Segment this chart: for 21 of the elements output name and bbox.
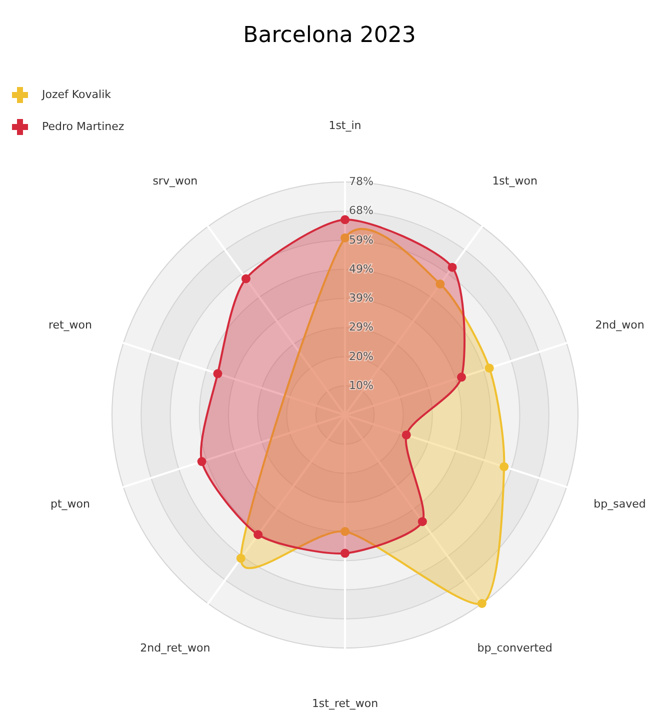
spoke-label: 1st_in	[328, 119, 362, 132]
spoke-label: bp_converted	[477, 642, 552, 655]
y-tick-label: 59%	[349, 233, 374, 246]
spoke-label: srv_won	[152, 174, 198, 188]
spoke-label: pt_won	[50, 497, 90, 510]
spoke-label: 2nd_won	[595, 318, 644, 332]
spoke-label: 2nd_ret_won	[140, 642, 210, 655]
chart-title: Barcelona 2023	[243, 23, 416, 48]
legend-label: Pedro Martinez	[42, 120, 124, 134]
y-tick-label: 49%	[349, 262, 374, 276]
spoke-label: 1st_won	[492, 174, 538, 188]
y-tick-label: 20%	[349, 350, 374, 363]
y-tick-label: 10%	[349, 378, 374, 392]
y-tick-label: 29%	[349, 320, 374, 334]
y-tick-label: 39%	[349, 292, 374, 305]
y-tick-label: 68%	[349, 204, 374, 218]
spoke-label: 1st_ret_won	[312, 696, 378, 710]
spoke-label: bp_saved	[594, 497, 646, 510]
spoke-label: ret_won	[48, 318, 92, 332]
legend-label: Jozef Kovalik	[41, 88, 112, 102]
y-tick-label: 78%	[349, 175, 374, 188]
